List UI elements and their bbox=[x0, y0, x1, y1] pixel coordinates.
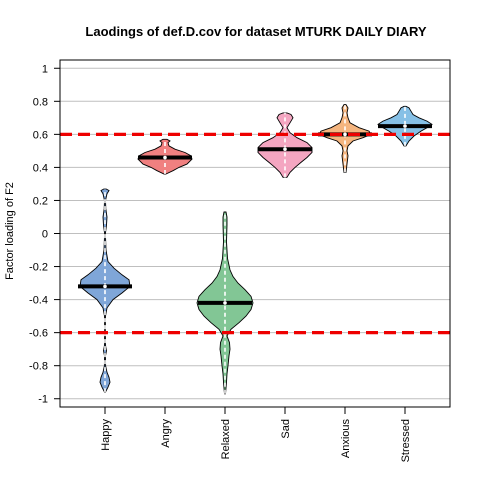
violin-anxious bbox=[318, 104, 372, 173]
y-tick-label: 1 bbox=[42, 63, 48, 75]
median-point bbox=[343, 132, 347, 137]
y-tick-label: -0.6 bbox=[29, 328, 48, 340]
y-tick-label: 0.2 bbox=[33, 195, 48, 207]
median-point bbox=[283, 147, 287, 152]
violin-sad bbox=[257, 112, 313, 178]
median-point bbox=[103, 284, 107, 289]
violin-angry bbox=[137, 138, 193, 175]
y-tick-label: 0.8 bbox=[33, 96, 48, 108]
chart-title: Laodings of def.D.cov for dataset MTURK … bbox=[85, 24, 426, 39]
y-axis-label: Factor loading of F2 bbox=[4, 182, 16, 280]
x-tick-label: Sad bbox=[280, 419, 292, 439]
x-tick-label: Anxious bbox=[340, 419, 352, 459]
y-tick-label: 0.4 bbox=[33, 162, 48, 174]
violin-stressed bbox=[377, 105, 433, 147]
y-tick-label: 0 bbox=[42, 229, 48, 241]
violin-relaxed bbox=[196, 211, 254, 395]
x-tick-label: Relaxed bbox=[220, 419, 232, 459]
x-tick-label: Happy bbox=[100, 419, 112, 451]
violin-body bbox=[318, 104, 372, 173]
y-tick-label: 0.6 bbox=[33, 129, 48, 141]
median-point bbox=[403, 124, 407, 128]
y-tick-label: -0.8 bbox=[29, 361, 48, 373]
y-tick-label: -1 bbox=[38, 394, 48, 406]
y-tick-label: -0.4 bbox=[29, 295, 48, 307]
violin-happy bbox=[78, 188, 132, 393]
median-point bbox=[163, 155, 167, 160]
y-axis: 1 0.8 0.6 0.4 0.2 0 -0.2 -0.4 -0.6 -0.8 -1 bbox=[29, 63, 61, 406]
median-point bbox=[223, 301, 227, 305]
y-tick-label: -0.2 bbox=[29, 262, 48, 274]
reference-lines bbox=[60, 132, 450, 335]
x-tick-label: Stressed bbox=[400, 419, 412, 462]
violins bbox=[78, 104, 433, 395]
violin-body bbox=[257, 112, 313, 178]
x-tick-label: Angry bbox=[160, 419, 172, 448]
x-axis: Happy Angry Relaxed Sad Anxious Stressed bbox=[100, 406, 412, 462]
